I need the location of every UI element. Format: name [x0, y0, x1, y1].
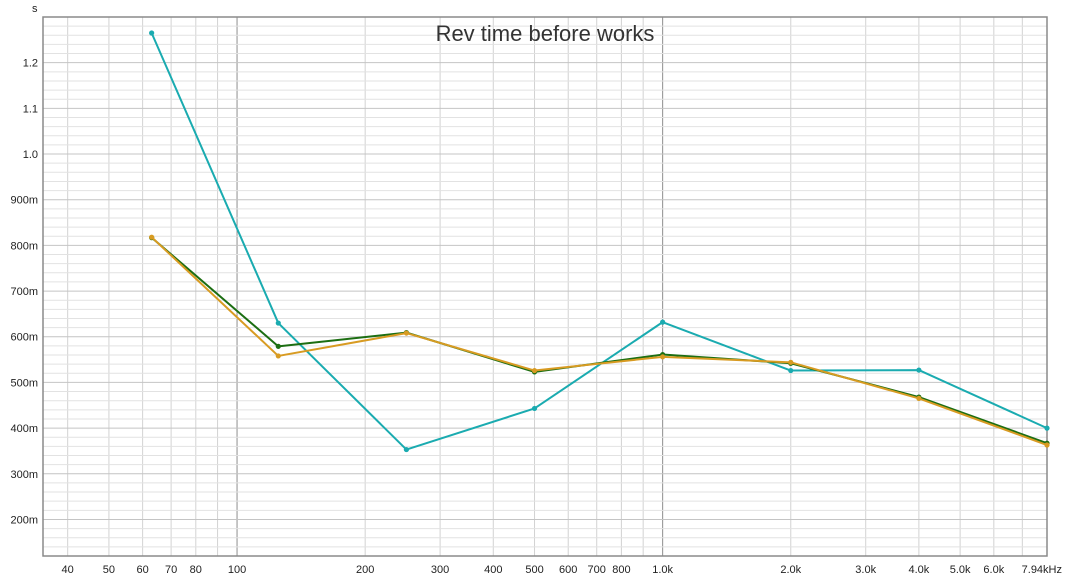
grid [43, 17, 1047, 556]
x-axis-ticks: 40 50 60 70 80 100 200 300 400 500 600 700 800 1.0k 2.… [62, 564, 1062, 576]
x-tick-label: 600 [559, 564, 577, 576]
x-tick-label: 3.0k [855, 564, 876, 576]
y-tick-label: 800m [10, 240, 38, 252]
x-tick-label: 1.0k [652, 564, 673, 576]
data-point [1044, 442, 1050, 448]
x-tick-label: 80 [190, 564, 202, 576]
x-tick-label: 500 [525, 564, 543, 576]
data-point [275, 353, 281, 359]
data-point [788, 359, 794, 365]
y-tick-label: 300m [10, 469, 38, 481]
x-tick-label: 60 [137, 564, 149, 576]
y-tick-label: 1.2 [23, 58, 38, 70]
y-tick-label: 900m [10, 195, 38, 207]
series-line [150, 236, 1048, 446]
x-tick-label: 4.0k [908, 564, 929, 576]
data-point [660, 319, 666, 325]
data-point [788, 367, 794, 374]
y-axis-unit: s [32, 3, 38, 15]
y-tick-label: 200m [10, 514, 38, 526]
data-point [1044, 425, 1050, 431]
x-tick-label: 50 [103, 564, 115, 576]
y-axis-ticks: 200m 300m 400m 500m 600m 700m 800m 900m 1.0 1.1 1.… [10, 58, 38, 527]
data-point [275, 320, 281, 326]
data-point [531, 405, 538, 412]
x-tick-label: 300 [431, 564, 449, 576]
series-line [150, 236, 1048, 445]
x-tick-label: 70 [165, 564, 177, 576]
series-line [150, 32, 1048, 451]
data-point [531, 367, 538, 374]
series-3 [149, 234, 1050, 448]
x-tick-label: 7.94kHz [1022, 564, 1062, 576]
x-tick-label: 40 [62, 564, 74, 576]
data-point [660, 354, 666, 360]
plot-frame [42, 16, 1048, 557]
data-point [403, 330, 410, 336]
x-tick-label: 400 [484, 564, 502, 576]
x-tick-label: 200 [356, 564, 374, 576]
x-tick-label: 6.0k [983, 564, 1004, 576]
x-tick-label: 100 [228, 564, 246, 576]
chart-title: Rev time before works [436, 21, 655, 46]
y-tick-label: 700m [10, 286, 38, 298]
data-point [916, 367, 922, 373]
data-point [916, 395, 922, 402]
x-tick-label: 700 [588, 564, 606, 576]
series-2 [149, 235, 1050, 446]
series-1 [149, 30, 1050, 453]
series-layer [149, 30, 1050, 453]
y-tick-label: 400m [10, 423, 38, 435]
data-point [149, 30, 155, 36]
x-tick-label: 2.0k [780, 564, 801, 576]
y-tick-label: 600m [10, 332, 38, 344]
data-point [275, 343, 281, 349]
data-point [149, 234, 155, 240]
y-tick-label: 500m [10, 377, 38, 389]
x-tick-label: 800 [612, 564, 630, 576]
data-point [403, 446, 410, 453]
x-tick-label: 5.0k [950, 564, 971, 576]
y-tick-label: 1.0 [23, 149, 38, 161]
y-tick-label: 1.1 [23, 103, 38, 115]
